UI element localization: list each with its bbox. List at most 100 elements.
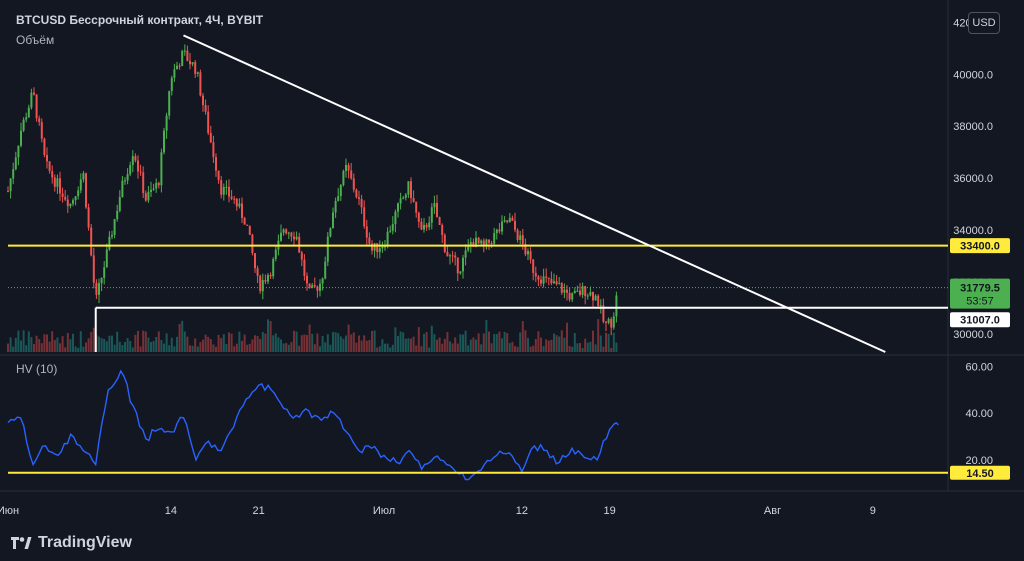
candle-body bbox=[85, 173, 87, 208]
volume-bar bbox=[300, 335, 303, 352]
candle-body bbox=[124, 180, 126, 182]
candle-body bbox=[397, 203, 399, 212]
candle-body bbox=[118, 196, 121, 211]
price-tick-label: 38000.0 bbox=[953, 121, 993, 133]
candle-body bbox=[69, 203, 72, 207]
volume-bar bbox=[579, 342, 581, 352]
candle-body bbox=[269, 275, 272, 277]
candle-body bbox=[490, 242, 493, 244]
hv-tick-label: 20.00 bbox=[965, 455, 993, 467]
volume-bar bbox=[324, 342, 327, 352]
candle-body bbox=[425, 224, 428, 228]
volume-bar bbox=[85, 342, 87, 352]
candle-body bbox=[430, 207, 433, 223]
candle-body bbox=[27, 107, 30, 118]
axis-labels: Июн 14 21 Июл 12 19 Авг 9 bbox=[0, 505, 876, 517]
trendline-group[interactable] bbox=[183, 34, 886, 353]
volume-bar bbox=[56, 337, 59, 352]
hv-line bbox=[7, 369, 619, 481]
volume-bar bbox=[163, 343, 165, 352]
volume-bar bbox=[477, 333, 480, 352]
volume-bar bbox=[298, 345, 301, 352]
volume-bar bbox=[602, 346, 605, 352]
candle-body bbox=[594, 295, 597, 301]
volume-bar bbox=[269, 321, 272, 352]
volume-bar bbox=[199, 342, 202, 352]
time-tick-label: 19 bbox=[603, 505, 615, 517]
volume-bar bbox=[308, 324, 311, 352]
volume-bar bbox=[365, 340, 368, 352]
candle-body bbox=[428, 222, 431, 228]
hv-tick-label: 40.00 bbox=[965, 408, 993, 420]
candle-body bbox=[423, 224, 425, 230]
volume-bar bbox=[571, 346, 574, 352]
candle-body bbox=[566, 289, 568, 293]
candle-body bbox=[402, 197, 405, 199]
candle-body bbox=[40, 122, 43, 139]
volume-bar bbox=[521, 321, 524, 352]
candle-body bbox=[384, 246, 386, 248]
candle-body bbox=[56, 178, 59, 187]
time-tick-label: 9 bbox=[870, 505, 876, 517]
volume-bar bbox=[178, 323, 181, 352]
candle-body bbox=[212, 142, 215, 158]
candle-body bbox=[241, 203, 243, 218]
candle-body bbox=[308, 283, 311, 288]
candle-body bbox=[389, 230, 392, 232]
volume-bar bbox=[454, 337, 457, 352]
volume-bar bbox=[467, 345, 470, 352]
candle-body bbox=[251, 234, 254, 254]
hv-level-label-bg bbox=[950, 465, 1010, 480]
volume-bar bbox=[243, 334, 246, 352]
candle-body bbox=[46, 155, 48, 162]
candle-body bbox=[152, 188, 155, 190]
candle-body bbox=[376, 243, 379, 253]
volume-label: Объём bbox=[16, 33, 55, 47]
candle-body bbox=[545, 276, 548, 278]
candle-body bbox=[607, 318, 610, 323]
volume-bar bbox=[560, 330, 563, 352]
candle-body bbox=[386, 231, 389, 247]
volume-bar bbox=[311, 333, 314, 352]
candle-body bbox=[508, 217, 511, 223]
candle-body bbox=[339, 185, 342, 197]
candle-body bbox=[274, 249, 277, 259]
candle-body bbox=[43, 138, 46, 156]
currency-button[interactable]: USD bbox=[968, 12, 1000, 34]
volume-bar bbox=[186, 336, 189, 352]
volume-bar bbox=[545, 339, 548, 352]
volume-bar bbox=[209, 339, 212, 352]
candle-body bbox=[285, 229, 288, 234]
candle-body bbox=[267, 275, 269, 282]
candle-body bbox=[436, 203, 438, 218]
volume-bar bbox=[261, 331, 264, 352]
horizontal-levels[interactable] bbox=[8, 244, 948, 352]
volume-bar bbox=[430, 325, 433, 352]
candle-body bbox=[79, 179, 82, 191]
candle-body bbox=[446, 251, 449, 257]
volume-bar bbox=[251, 339, 254, 352]
candle-body bbox=[498, 229, 501, 232]
volume-bar bbox=[259, 338, 262, 352]
volume-bar bbox=[22, 330, 25, 352]
volume-bar bbox=[404, 338, 407, 352]
candle-body bbox=[456, 257, 459, 274]
tradingview-logo[interactable]: TradingView bbox=[10, 534, 132, 552]
price-axis[interactable]: 42000.040000.038000.036000.034000.032000… bbox=[950, 17, 1010, 480]
volume-bar bbox=[155, 337, 158, 352]
volume-bar bbox=[134, 334, 137, 352]
last-price-label: 31779.5 bbox=[960, 283, 1000, 295]
volume-bar bbox=[280, 339, 282, 352]
volume-bar bbox=[553, 333, 555, 352]
volume-bar bbox=[228, 332, 230, 352]
volume-bar bbox=[30, 337, 33, 352]
volume-bar bbox=[443, 338, 446, 352]
volume-bar bbox=[438, 337, 441, 352]
volume-bar bbox=[376, 347, 379, 352]
candle-body bbox=[147, 191, 150, 201]
candle-body bbox=[100, 277, 103, 284]
candle-body bbox=[131, 156, 134, 166]
volume-bar bbox=[482, 333, 485, 352]
volume-bar bbox=[48, 341, 51, 352]
